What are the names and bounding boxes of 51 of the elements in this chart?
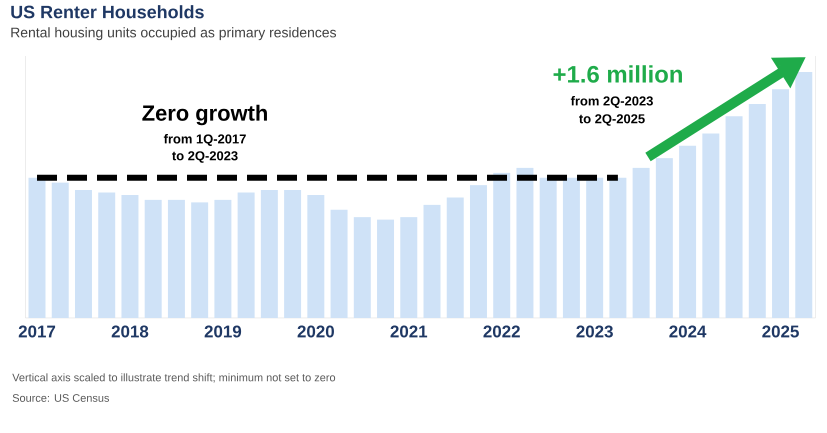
x-tick-label: 2021 <box>390 326 428 338</box>
bar <box>354 217 371 318</box>
bar <box>424 204 441 318</box>
bar <box>726 116 743 318</box>
bar <box>238 192 255 318</box>
x-tick-label: 2019 <box>204 326 242 338</box>
x-tick-label: 2022 <box>483 326 520 338</box>
source-note: Source: US Census <box>12 394 110 402</box>
bar <box>516 168 534 318</box>
bar <box>330 210 348 318</box>
annotation: to 2Q-2025 <box>579 114 645 126</box>
x-tick-label: 2025 <box>762 326 799 338</box>
bar <box>260 190 278 318</box>
bar <box>377 220 394 318</box>
bar <box>446 197 464 318</box>
bar <box>52 182 69 318</box>
bar <box>74 190 92 318</box>
bar <box>493 172 510 318</box>
bar <box>656 158 673 318</box>
x-tick-label: 2018 <box>112 326 148 338</box>
annotation: +1.6 million <box>554 65 682 83</box>
bar <box>679 146 696 318</box>
bar <box>98 192 116 318</box>
bar <box>609 178 626 318</box>
annotation: to 2Q-2023 <box>172 151 238 163</box>
bar <box>400 217 418 318</box>
text: Vertical axis scaled to illustrate trend shift; minimum not set to zero <box>12 373 336 383</box>
bar <box>284 190 302 318</box>
x-tick-label: 2024 <box>669 326 706 338</box>
bar <box>586 178 604 318</box>
bar <box>144 200 162 318</box>
bar <box>121 194 138 318</box>
annotation: Zero growth <box>142 104 267 126</box>
bar <box>748 104 766 318</box>
bar <box>307 194 324 318</box>
bar <box>632 168 650 318</box>
bar <box>540 178 557 318</box>
x-tick-label: 2017 <box>18 326 56 338</box>
bar <box>214 200 232 318</box>
x-tick-label: 2023 <box>576 326 613 338</box>
annotation: from 1Q-2017 <box>164 134 246 146</box>
bar <box>191 202 208 318</box>
chart-title: US Renter Households <box>11 5 204 18</box>
bar <box>470 185 487 318</box>
bar <box>702 133 720 318</box>
bar <box>168 200 185 318</box>
bar <box>562 178 580 318</box>
annotation: from 2Q-2023 <box>570 96 653 108</box>
chart-subtitle: Rental housing units occupied as primary residences <box>11 27 336 40</box>
bar <box>28 178 46 318</box>
x-tick-label: 2020 <box>298 326 334 338</box>
